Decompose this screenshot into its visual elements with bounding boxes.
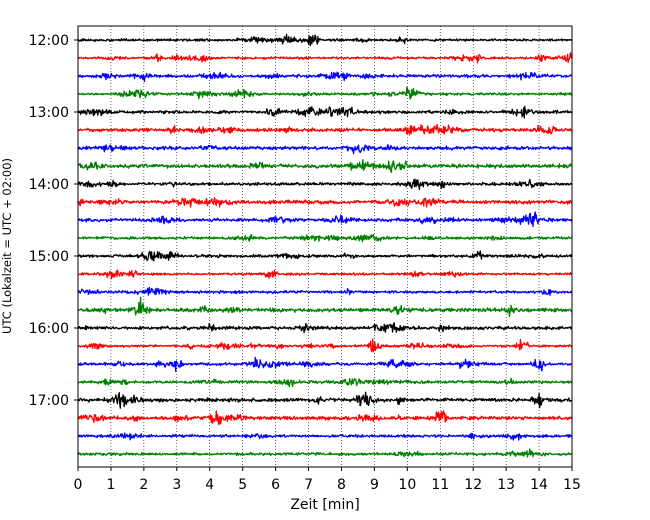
x-axis-label: Zeit [min] (290, 497, 359, 513)
y-axis-label: UTC (Lokalzeit = UTC + 02:00) (0, 158, 14, 334)
x-tick-label: 9 (370, 477, 379, 493)
trace-row (77, 233, 573, 243)
trace-row (77, 105, 573, 119)
x-tick-label: 5 (238, 477, 247, 493)
trace-row (77, 322, 573, 334)
trace-row (77, 197, 573, 208)
x-tick-label: 3 (172, 477, 181, 493)
x-tick-label: 7 (304, 477, 313, 493)
trace-row (77, 286, 573, 296)
trace-row (77, 432, 573, 441)
seismic-traces (77, 33, 573, 458)
trace-row (77, 338, 573, 353)
trace-row (77, 269, 573, 280)
trace-row (77, 86, 573, 100)
trace-row (77, 211, 573, 228)
trace-row (77, 123, 573, 136)
x-tick-label: 10 (398, 477, 416, 493)
y-tick-label: 12:00 (29, 33, 69, 49)
x-tick-label: 12 (464, 477, 482, 493)
x-tick-label: 6 (271, 477, 280, 493)
x-tick-label: 8 (337, 477, 346, 493)
y-tick-label: 13:00 (29, 105, 69, 121)
trace-row (77, 33, 573, 47)
x-tick-label: 15 (563, 477, 581, 493)
trace-row (77, 410, 573, 426)
x-axis-ticks: 0 1 2 3 4 5 6 7 8 9 10 11 12 13 14 15 (74, 467, 581, 493)
trace-row (77, 250, 573, 262)
trace-row (77, 52, 573, 64)
y-tick-label: 15:00 (29, 249, 69, 265)
trace-row (77, 448, 573, 458)
y-axis-ticks: 12:00 13:00 14:00 15:00 16:00 17:00 (29, 33, 78, 409)
plot-frame (77, 25, 573, 468)
x-tick-label: 1 (106, 477, 115, 493)
trace-row (77, 144, 573, 155)
x-tick-label: 14 (530, 477, 548, 493)
trace-row (77, 391, 573, 409)
trace-row (77, 296, 573, 318)
y-tick-label: 16:00 (29, 321, 69, 337)
x-tick-label: 13 (497, 477, 515, 493)
y-tick-label: 14:00 (29, 177, 69, 193)
trace-row (77, 377, 573, 388)
x-tick-label: 0 (74, 477, 83, 493)
y-tick-label: 17:00 (29, 393, 69, 409)
trace-row (77, 178, 573, 191)
x-tick-label: 2 (139, 477, 148, 493)
x-tick-label: 11 (431, 477, 449, 493)
x-tick-label: 4 (205, 477, 214, 493)
trace-row (77, 71, 573, 83)
trace-row (77, 159, 573, 173)
trace-row (77, 356, 573, 372)
